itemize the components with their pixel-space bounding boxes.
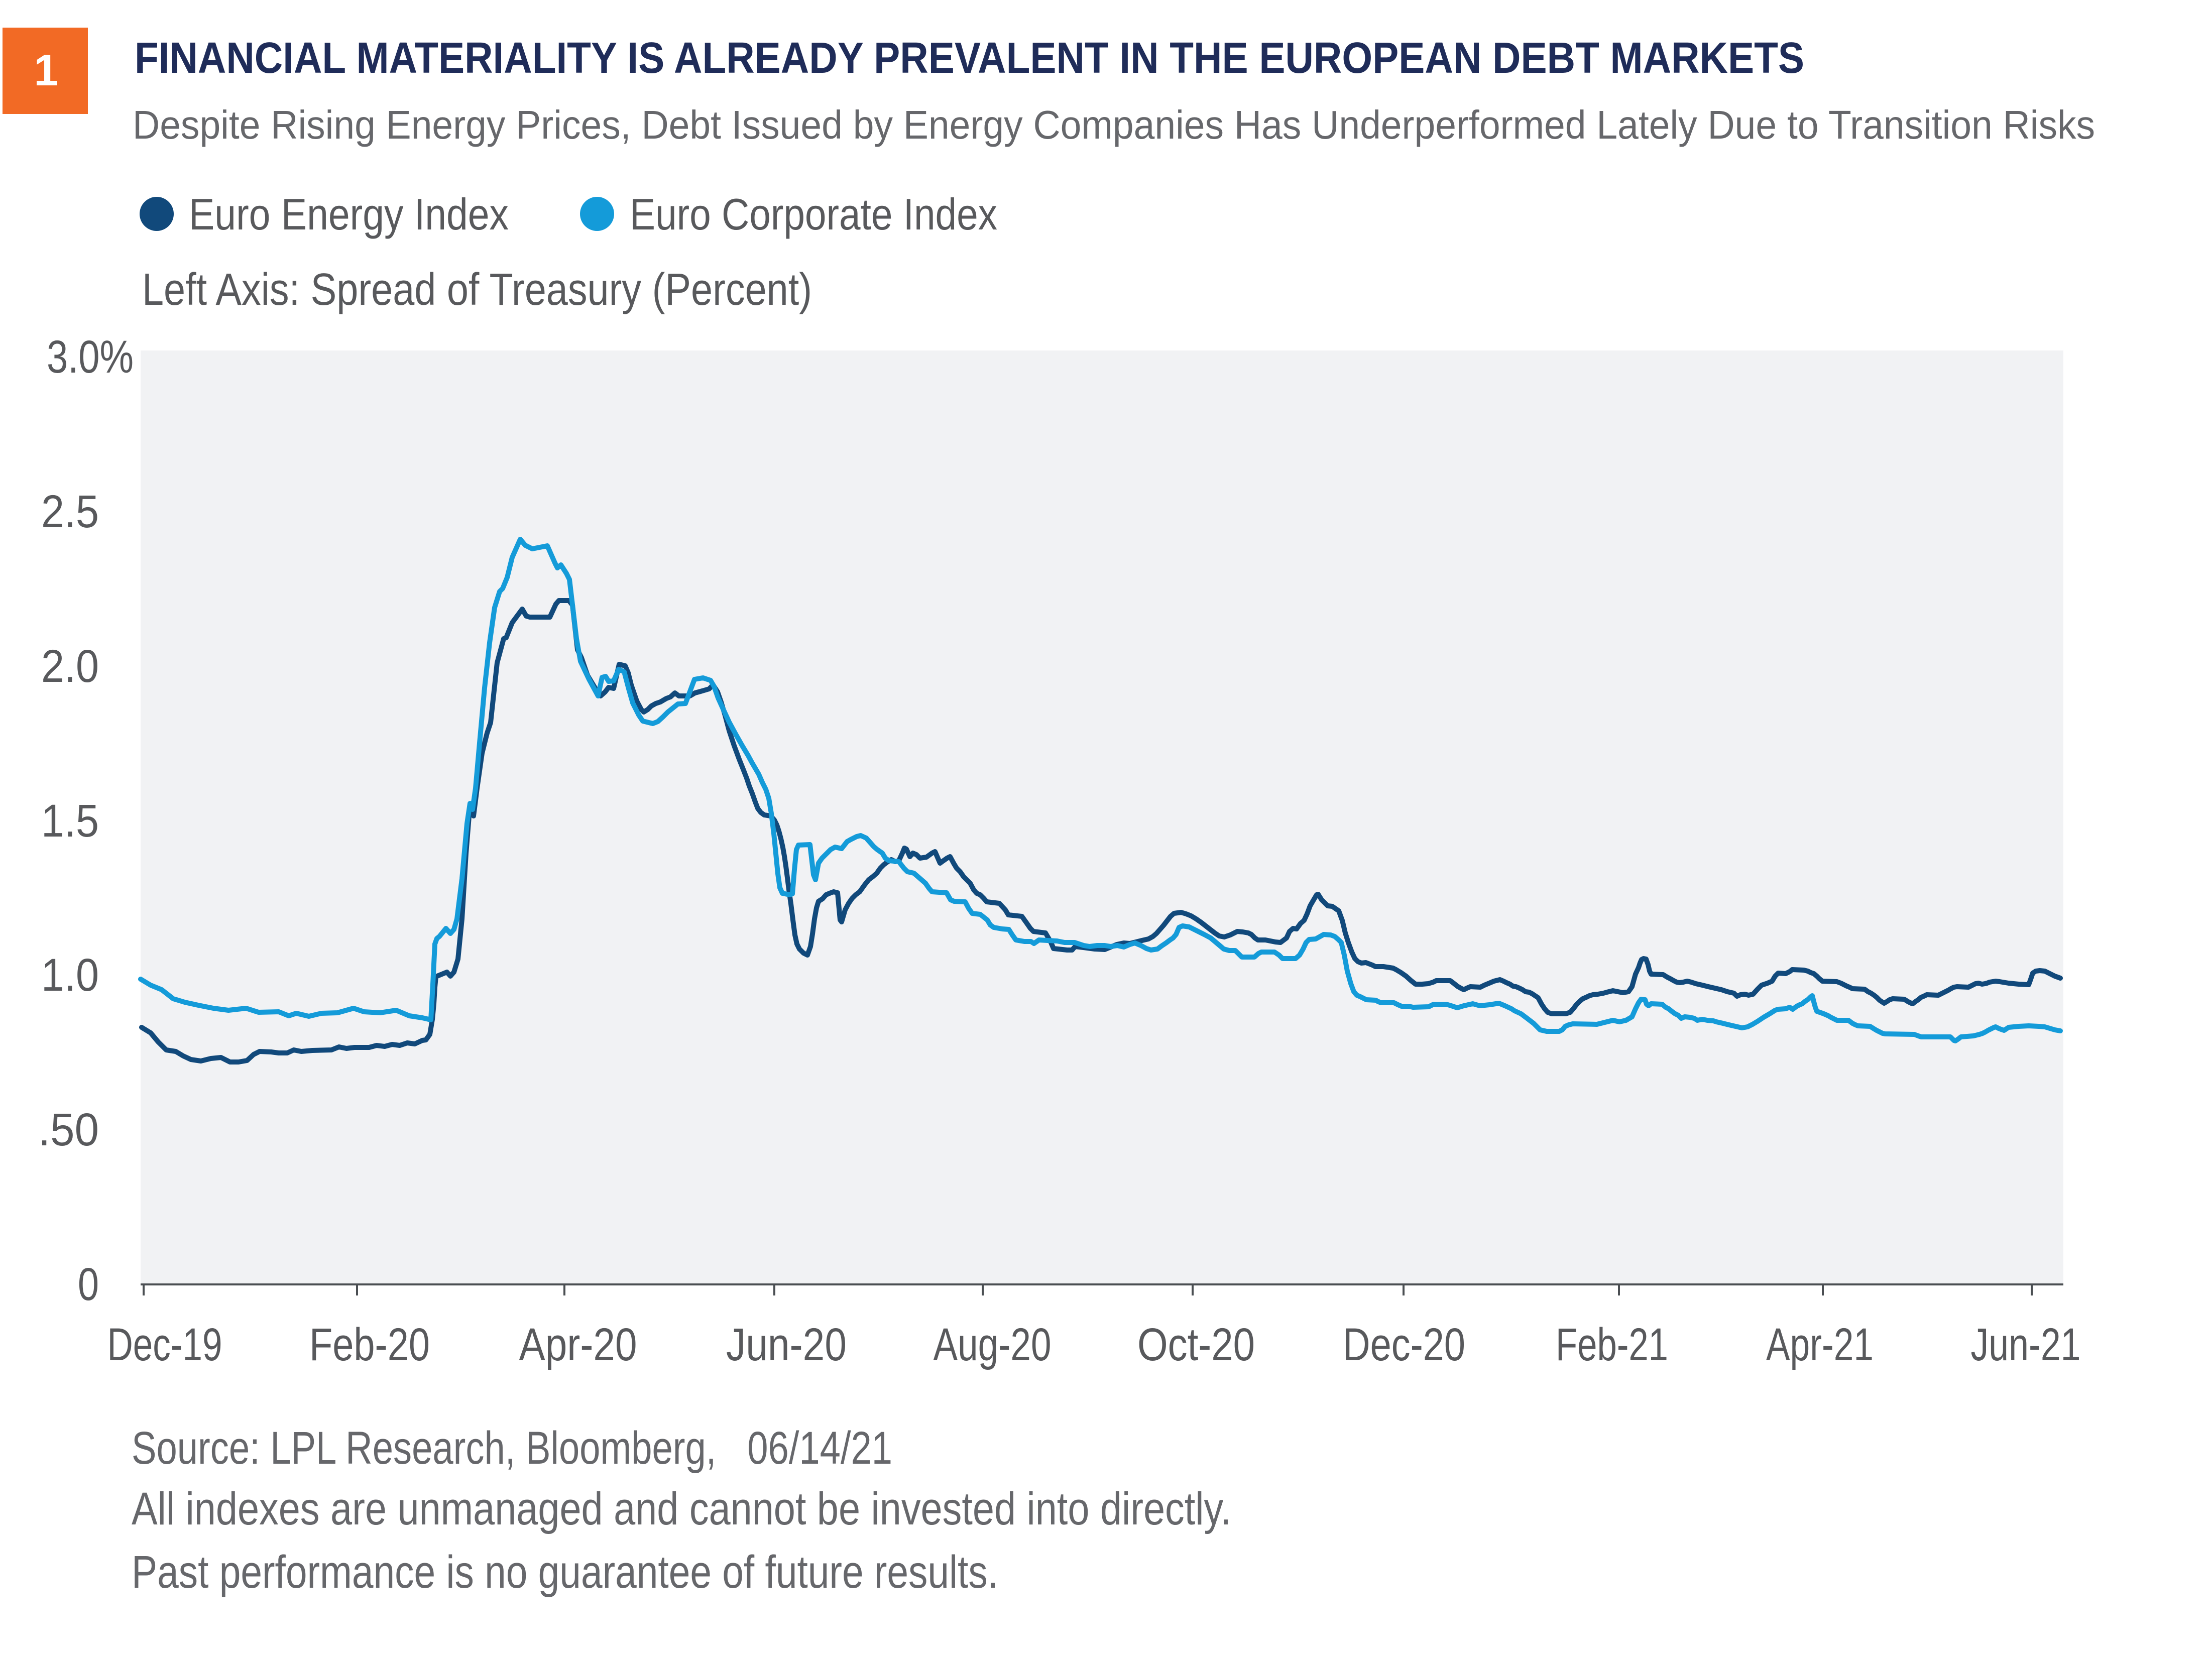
svg-text:3.0%: 3.0% [47,331,134,383]
svg-text:.50: .50 [38,1104,99,1155]
svg-text:2.5: 2.5 [41,486,99,537]
svg-text:Dec-20: Dec-20 [1343,1319,1465,1370]
svg-text:FINANCIAL MATERIALITY IS ALREA: FINANCIAL MATERIALITY IS ALREADY PREVALE… [135,34,1804,82]
svg-text:Feb-20: Feb-20 [309,1319,430,1370]
svg-text:Past performance is no guarant: Past performance is no guarantee of futu… [132,1547,998,1598]
svg-text:Apr-20: Apr-20 [519,1319,637,1370]
svg-text:Oct-20: Oct-20 [1137,1319,1255,1370]
svg-text:Dec-19: Dec-19 [107,1319,222,1370]
svg-text:0: 0 [78,1259,99,1310]
svg-text:Left Axis: Spread of Treasury: Left Axis: Spread of Treasury (Percent) [142,265,812,315]
svg-text:1: 1 [34,45,59,95]
svg-text:2.0: 2.0 [41,641,99,692]
svg-text:Apr-21: Apr-21 [1766,1319,1874,1370]
svg-text:Jun-21: Jun-21 [1971,1319,2081,1370]
svg-text:Aug-20: Aug-20 [934,1319,1052,1370]
svg-text:1.0: 1.0 [41,950,99,1001]
svg-text:Despite Rising Energy Prices,: Despite Rising Energy Prices, Debt Issue… [133,102,2095,147]
svg-text:1.5: 1.5 [41,795,99,847]
svg-text:Euro Corporate Index: Euro Corporate Index [630,189,997,239]
svg-text:Jun-20: Jun-20 [726,1319,847,1370]
svg-text:Feb-21: Feb-21 [1556,1319,1668,1370]
svg-text:Source: LPL Research, Bloomber: Source: LPL Research, Bloomberg, 06/14/2… [132,1423,892,1474]
svg-text:All indexes are unmanaged and: All indexes are unmanaged and cannot be … [132,1483,1231,1534]
svg-text:Euro Energy Index: Euro Energy Index [189,189,509,239]
